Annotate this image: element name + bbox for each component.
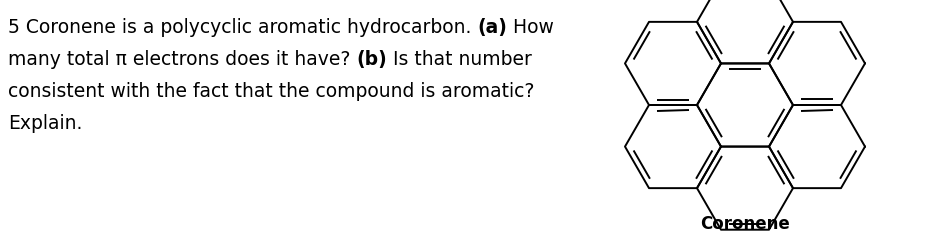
Text: 5 Coronene is a polycyclic aromatic hydrocarbon.: 5 Coronene is a polycyclic aromatic hydr… (8, 18, 476, 37)
Text: Is that number: Is that number (387, 50, 531, 69)
Text: Coronene: Coronene (699, 215, 789, 233)
Text: consistent with the fact that the compound is aromatic?: consistent with the fact that the compou… (8, 82, 534, 101)
Text: How: How (507, 18, 553, 37)
Text: Explain.: Explain. (8, 114, 83, 133)
Text: (a): (a) (476, 18, 507, 37)
Text: (b): (b) (356, 50, 387, 69)
Text: many total π electrons does it have?: many total π electrons does it have? (8, 50, 356, 69)
